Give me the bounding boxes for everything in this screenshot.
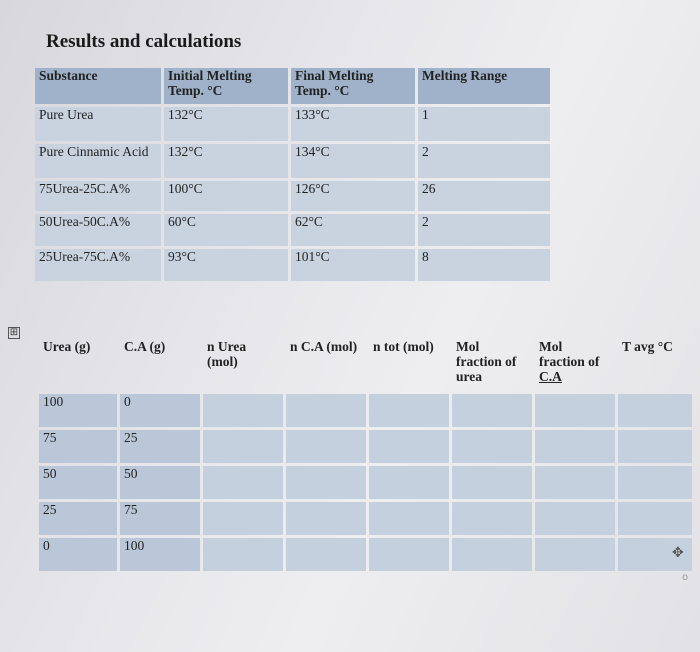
header-melting-range: Melting Range (418, 68, 550, 104)
cell-ca: 50 (120, 466, 200, 499)
header-mol-fraction-ca-underlined: C.A (539, 369, 562, 384)
cell-empty[interactable] (203, 466, 283, 499)
cell-empty[interactable] (535, 394, 615, 427)
cell-empty[interactable] (535, 538, 615, 571)
cell-empty[interactable] (452, 502, 532, 535)
cell: 132°C (164, 107, 288, 141)
cell-empty[interactable] (618, 502, 692, 535)
cell-empty[interactable] (535, 430, 615, 463)
cell-empty[interactable] (286, 502, 366, 535)
cell: 126°C (291, 181, 415, 211)
cell: Pure Cinnamic Acid (35, 144, 161, 178)
resize-handle-icon[interactable]: o (682, 572, 689, 583)
page-title: Results and calculations (46, 31, 242, 52)
header-n-ca: n C.A (mol) (290, 339, 358, 354)
cell: 26 (418, 181, 550, 211)
cell-ca: 100 (120, 538, 200, 571)
cell-empty[interactable] (452, 538, 532, 571)
header-n-urea: n Urea (mol) (207, 339, 247, 369)
cell: 2 (418, 144, 550, 178)
cell: 93°C (164, 249, 288, 281)
cell: 60°C (164, 214, 288, 246)
header-substance: Substance (35, 68, 161, 104)
cell-empty[interactable] (286, 538, 366, 571)
header-final-temp: Final Melting Temp. °C (291, 68, 415, 104)
table-row: Pure Cinnamic Acid 132°C 134°C 2 (35, 144, 550, 178)
cell: 133°C (291, 107, 415, 141)
cell-empty[interactable] (369, 538, 449, 571)
header-n-tot: n tot (mol) (373, 339, 434, 354)
table-row: 75 25 (39, 430, 692, 463)
cell-empty[interactable] (618, 466, 692, 499)
cell: Pure Urea (35, 107, 161, 141)
cell-empty[interactable] (535, 502, 615, 535)
cell: 62°C (291, 214, 415, 246)
cell-urea: 100 (39, 394, 117, 427)
cell-empty[interactable] (286, 394, 366, 427)
cell-empty[interactable] (286, 430, 366, 463)
cell: 1 (418, 107, 550, 141)
results-table: Substance Initial Melting Temp. °C Final… (32, 65, 553, 284)
cell-urea: 0 (39, 538, 117, 571)
cell-empty[interactable] (369, 466, 449, 499)
header-mol-fraction-ca: Mol fraction of C.A (535, 339, 615, 391)
cell-empty[interactable] (203, 394, 283, 427)
cell: 2 (418, 214, 550, 246)
cell-empty[interactable] (452, 430, 532, 463)
cell-empty[interactable] (369, 430, 449, 463)
cell-urea: 75 (39, 430, 117, 463)
cell-empty[interactable] (618, 394, 692, 427)
header-initial-temp: Initial Melting Temp. °C (164, 68, 288, 104)
cell: 25Urea-75C.A% (35, 249, 161, 281)
cell-empty[interactable] (369, 502, 449, 535)
cell-empty[interactable] (369, 394, 449, 427)
cell-empty[interactable] (203, 430, 283, 463)
cell-urea: 50 (39, 466, 117, 499)
table-row: 75Urea-25C.A% 100°C 126°C 26 (35, 181, 550, 211)
table-row: 25 75 (39, 502, 692, 535)
table-row: 0 100 (39, 538, 692, 571)
cell-empty[interactable] (452, 394, 532, 427)
cell-empty[interactable] (203, 538, 283, 571)
cell: 8 (418, 249, 550, 281)
calculations-table: Urea (g) C.A (g) n Urea (mol) n C.A (mol… (36, 336, 695, 574)
cell-ca: 25 (120, 430, 200, 463)
cell: 50Urea-50C.A% (35, 214, 161, 246)
cell: 132°C (164, 144, 288, 178)
cell-empty[interactable] (452, 466, 532, 499)
table-header-row: Substance Initial Melting Temp. °C Final… (35, 68, 550, 104)
cell: 75Urea-25C.A% (35, 181, 161, 211)
cell: 100°C (164, 181, 288, 211)
table-row: 100 0 (39, 394, 692, 427)
table-header-row: Urea (g) C.A (g) n Urea (mol) n C.A (mol… (39, 339, 692, 391)
table-row: 25Urea-75C.A% 93°C 101°C 8 (35, 249, 550, 281)
header-mol-fraction-ca-prefix: Mol fraction of (539, 339, 600, 369)
cell-urea: 25 (39, 502, 117, 535)
cell-empty[interactable] (618, 430, 692, 463)
table-move-handle-icon[interactable]: ✥ (672, 545, 684, 561)
header-urea-g: Urea (g) (43, 339, 91, 354)
cell-empty[interactable] (203, 502, 283, 535)
header-t-avg: T avg °C (622, 339, 673, 354)
table-add-icon[interactable]: ⊞ (8, 327, 20, 339)
table-row: Pure Urea 132°C 133°C 1 (35, 107, 550, 141)
cell-empty[interactable] (535, 466, 615, 499)
table-row: 50 50 (39, 466, 692, 499)
cell-ca: 75 (120, 502, 200, 535)
cell: 101°C (291, 249, 415, 281)
header-mol-fraction-urea: Mol fraction of urea (456, 339, 517, 384)
cell-empty[interactable] (618, 538, 692, 571)
cell-empty[interactable] (286, 466, 366, 499)
cell: 134°C (291, 144, 415, 178)
table-row: 50Urea-50C.A% 60°C 62°C 2 (35, 214, 550, 246)
header-ca-g: C.A (g) (124, 339, 166, 354)
cell-ca: 0 (120, 394, 200, 427)
